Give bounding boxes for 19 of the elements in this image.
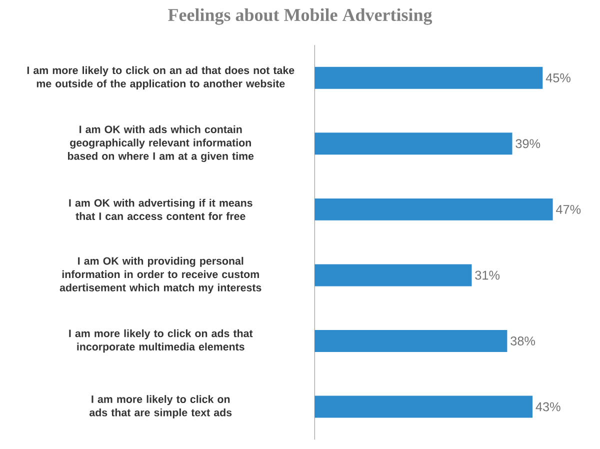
data-label: 31% [475, 270, 500, 280]
data-label: 47% [556, 205, 581, 214]
bar [314, 264, 472, 286]
data-label: 43% [536, 402, 560, 412]
y-tick-label: I am more likely to click on ads that incorporate multimedia elements [69, 329, 253, 353]
y-tick-label: I am more likely to click on an ad that does not take me outside of the application to another website [27, 66, 294, 90]
data-label: 38% [510, 336, 536, 346]
y-tick-label: I am OK with providing personal information in order to receive custom adertisement which match my interests [60, 256, 262, 294]
bar [314, 66, 543, 89]
y-tick-label: I am more likely to click on ads that are simple text ads [90, 395, 232, 418]
bar [314, 330, 508, 352]
data-label: 45% [546, 73, 570, 82]
chart-title: Feelings about Mobile Advertising [168, 8, 432, 25]
y-tick-label: I am OK with advertising if it means that I can access content for free [69, 198, 252, 220]
bar [314, 396, 533, 418]
bar [314, 132, 512, 155]
data-label: 39% [516, 139, 540, 148]
y-tick-label: I am OK with ads which contain geographically relevant information based on where I am at a given time [68, 125, 254, 162]
bar [314, 198, 553, 220]
